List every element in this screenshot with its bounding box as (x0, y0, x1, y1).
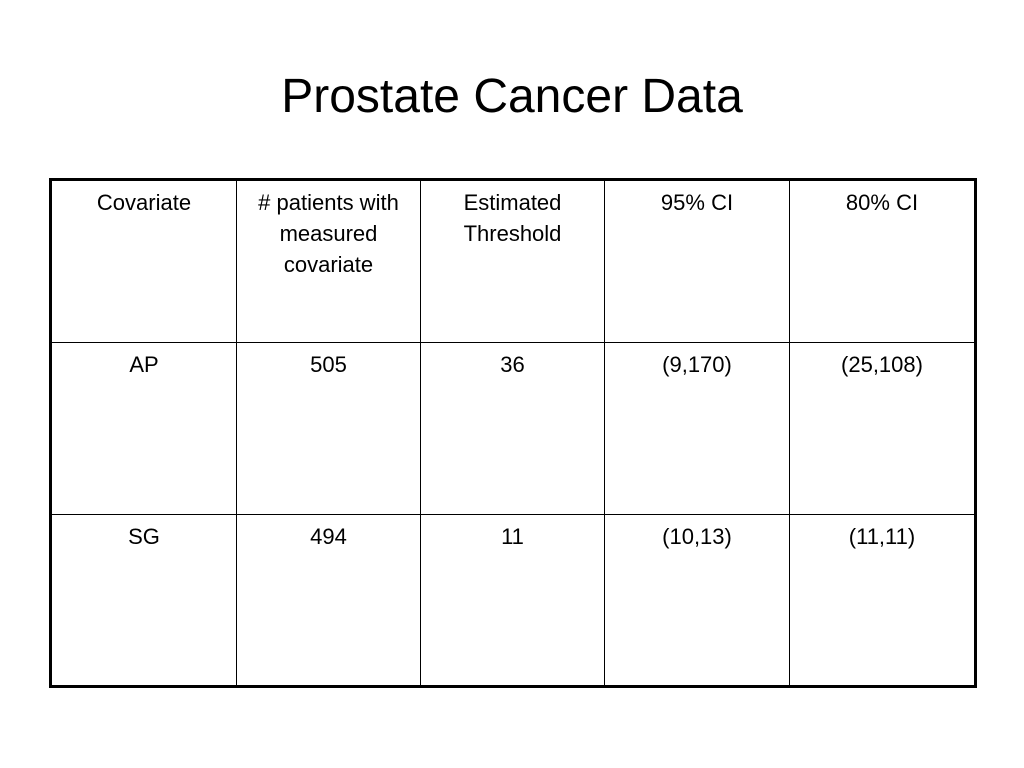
header-80-ci: 80% CI (789, 179, 976, 343)
header-patients-count: # patients with measured covariate (236, 179, 421, 343)
cell-patients-count: 505 (236, 342, 421, 515)
data-table: Covariate # patients with measured covar… (49, 178, 977, 688)
cell-estimated-threshold: 11 (420, 514, 605, 687)
cell-covariate: AP (50, 342, 237, 515)
cell-80-ci: (25,108) (789, 342, 976, 515)
cell-80-ci: (11,11) (789, 514, 976, 687)
table-row: SG 494 11 (10,13) (11,11) (50, 514, 976, 687)
table-header-row: Covariate # patients with measured covar… (50, 179, 976, 343)
page-title: Prostate Cancer Data (281, 70, 743, 123)
header-covariate: Covariate (50, 179, 237, 343)
cell-patients-count: 494 (236, 514, 421, 687)
cell-95-ci: (9,170) (604, 342, 790, 515)
header-estimated-threshold: Estimated Threshold (420, 179, 605, 343)
cell-95-ci: (10,13) (604, 514, 790, 687)
header-95-ci: 95% CI (604, 179, 790, 343)
cell-estimated-threshold: 36 (420, 342, 605, 515)
table-row: AP 505 36 (9,170) (25,108) (50, 342, 976, 515)
cell-covariate: SG (50, 514, 237, 687)
